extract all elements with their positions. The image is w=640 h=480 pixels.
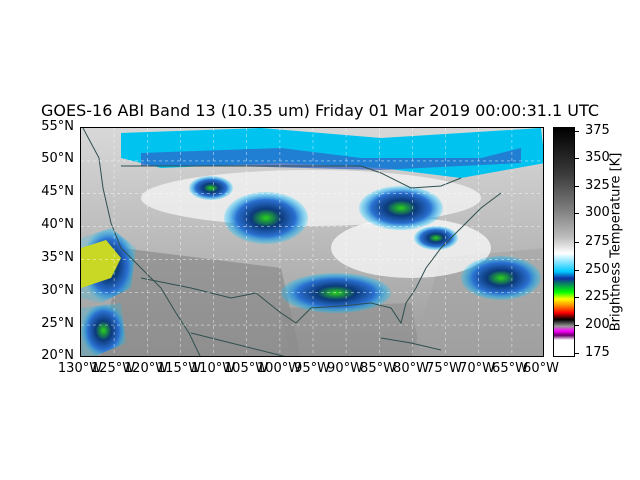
colorbar-tick bbox=[575, 297, 579, 298]
colorbar-title: Brightness Temperature [K] bbox=[608, 152, 624, 332]
gulf-coastline bbox=[280, 192, 502, 325]
colorbar-tick-label: 200 bbox=[585, 317, 610, 332]
lat-label-20: 20°N bbox=[41, 348, 74, 363]
colorbar-tick-label: 275 bbox=[585, 234, 610, 249]
colorbar-tick bbox=[575, 186, 579, 187]
lat-label-45: 45°N bbox=[41, 184, 74, 199]
west-coastline bbox=[82, 128, 201, 356]
lon-label-60: 60°W bbox=[523, 361, 559, 376]
lat-label-30: 30°N bbox=[41, 283, 74, 298]
atlantic-storm bbox=[461, 256, 541, 300]
colorbar-tick bbox=[575, 270, 579, 271]
colorbar-tick bbox=[575, 353, 579, 354]
colorbar-tick bbox=[575, 158, 579, 159]
colorbar bbox=[553, 127, 575, 357]
lon-label-120: 120°W bbox=[123, 361, 169, 376]
colorbar-tick-label: 300 bbox=[585, 205, 610, 220]
cuba-outline bbox=[380, 337, 442, 351]
colorbar-tick-label: 350 bbox=[585, 150, 610, 165]
lat-label-40: 40°N bbox=[41, 217, 74, 232]
colorbar-tick-label: 325 bbox=[585, 178, 610, 193]
colorbar-tick-label: 375 bbox=[585, 123, 610, 138]
colorbar-tick bbox=[575, 131, 579, 132]
us-canada-border bbox=[121, 165, 462, 189]
lon-label-70: 70°W bbox=[459, 361, 495, 376]
southwest-storm bbox=[81, 303, 126, 356]
lat-label-55: 55°N bbox=[41, 119, 74, 134]
colorbar-tick bbox=[575, 213, 579, 214]
colorbar-tick bbox=[575, 242, 579, 243]
west-coast-storm-core bbox=[81, 240, 121, 288]
lon-label-95: 95°W bbox=[294, 361, 330, 376]
satellite-image-map bbox=[80, 127, 544, 357]
mexico-warm-region bbox=[101, 248, 301, 356]
central-storm-2 bbox=[189, 176, 233, 200]
lat-label-35: 35°N bbox=[41, 250, 74, 265]
lon-label-105: 105°W bbox=[223, 361, 269, 376]
northern-blue-cloud-band bbox=[141, 148, 521, 170]
lat-label-50: 50°N bbox=[41, 151, 74, 166]
northeast-storm bbox=[414, 226, 458, 250]
gridlines bbox=[81, 128, 543, 356]
colorbar-tick-label: 175 bbox=[585, 345, 610, 360]
figure-title: GOES-16 ABI Band 13 (10.35 um) Friday 01… bbox=[40, 101, 600, 120]
mexico-coastline bbox=[190, 332, 286, 356]
lon-label-85: 85°W bbox=[360, 361, 396, 376]
lon-label-75: 75°W bbox=[426, 361, 462, 376]
lon-label-125: 125°W bbox=[90, 361, 136, 376]
eastern-storm bbox=[359, 186, 443, 230]
gulf-storm bbox=[281, 273, 391, 313]
us-mexico-border bbox=[140, 277, 282, 314]
colorbar-tick bbox=[575, 325, 579, 326]
lon-label-80: 80°W bbox=[393, 361, 429, 376]
colorbar-tick-label: 225 bbox=[585, 289, 610, 304]
colorbar-tick-label: 250 bbox=[585, 262, 610, 277]
lon-label-90: 90°W bbox=[327, 361, 363, 376]
lon-label-65: 65°W bbox=[492, 361, 528, 376]
lat-label-25: 25°N bbox=[41, 316, 74, 331]
lon-label-115: 115°W bbox=[156, 361, 202, 376]
lon-label-130: 130°W bbox=[57, 361, 103, 376]
gulf-region bbox=[281, 303, 421, 356]
lon-label-100: 100°W bbox=[256, 361, 302, 376]
lon-label-110: 110°W bbox=[190, 361, 236, 376]
central-storm-1 bbox=[224, 192, 308, 244]
